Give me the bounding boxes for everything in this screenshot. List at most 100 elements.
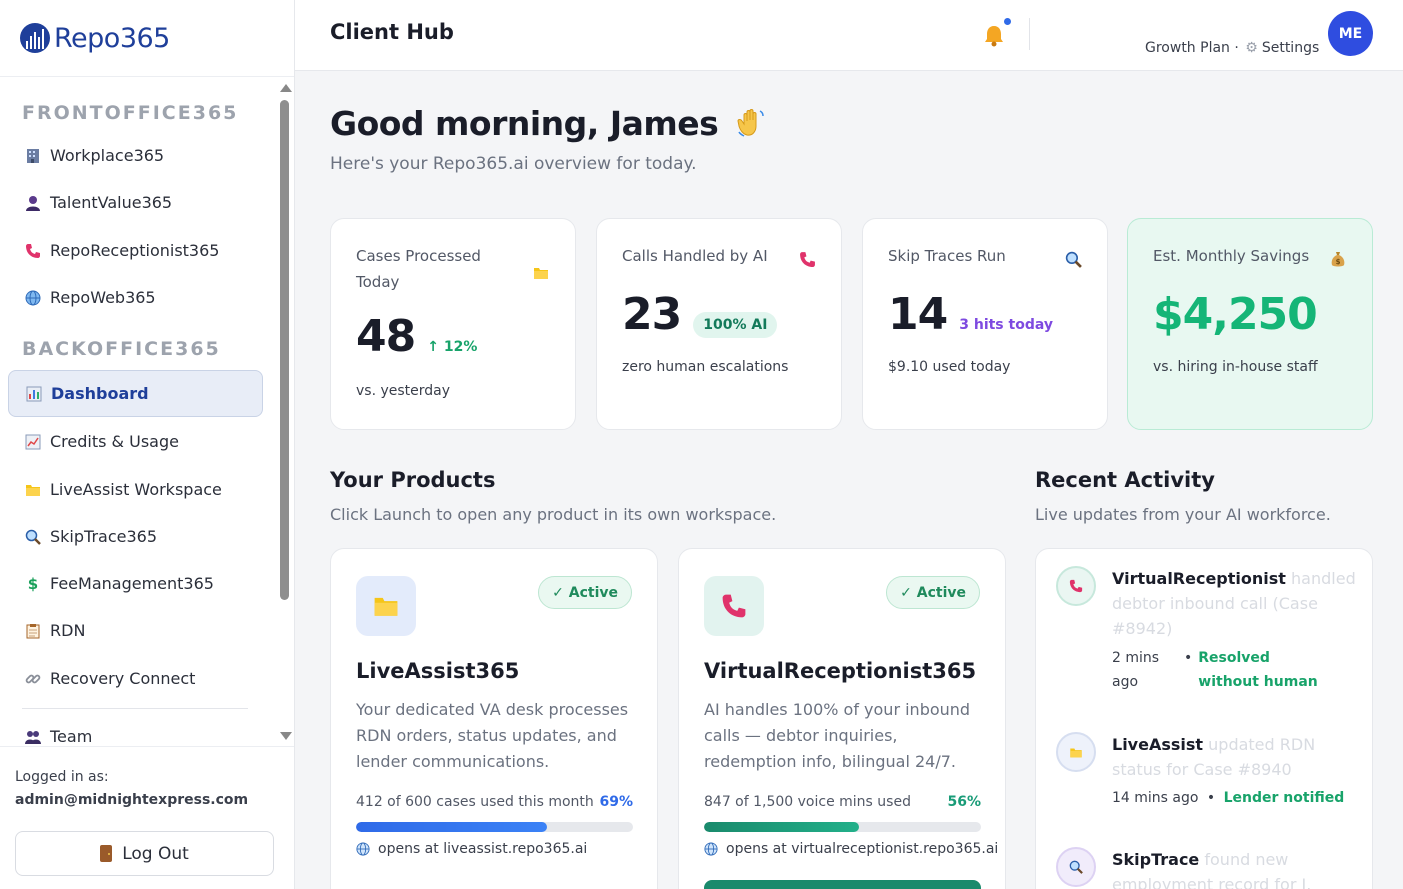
- stat-label: Skip Traces Run: [888, 247, 1006, 265]
- sidebar-item-label: RepoReceptionist365: [50, 241, 220, 260]
- sidebar-item-label: Recovery Connect: [50, 669, 196, 688]
- sidebar-scrollbar[interactable]: [278, 78, 292, 746]
- product-description: Your dedicated VA desk processes RDN ord…: [356, 700, 629, 771]
- stat-value: 14: [888, 289, 948, 340]
- greeting-subtitle: Here's your Repo365.ai overview for toda…: [330, 154, 697, 174]
- activity-text: VirtualReceptionist handled debtor inbou…: [1112, 566, 1357, 641]
- sidebar-item-recovery-connect[interactable]: Recovery Connect: [8, 655, 263, 702]
- sidebar-item-reporeceptionist365[interactable]: RepoReceptionist365: [8, 227, 263, 274]
- products-title: Your Products: [330, 468, 496, 492]
- sidebar-item-label: Dashboard: [51, 384, 149, 403]
- line-chart-icon: [24, 433, 42, 451]
- ai-badge: 100% AI: [693, 312, 778, 338]
- folder-icon: [531, 263, 551, 283]
- sidebar-item-skiptrace365[interactable]: SkipTrace365: [8, 513, 263, 560]
- bullet: •: [1206, 790, 1216, 806]
- dollar-icon: $: [27, 574, 39, 593]
- stat-card-savings: Est. Monthly Savings $ $4,250 vs. hiring…: [1127, 218, 1373, 430]
- activity-status: Lender notified: [1223, 790, 1345, 806]
- phone-icon: [24, 242, 42, 260]
- trend-value: 12%: [443, 339, 478, 355]
- trend-up: ↑ 12%: [427, 339, 477, 355]
- sidebar: Repo365 FRONTOFFICE365 Workplace365 Tale…: [0, 0, 295, 889]
- team-icon: [24, 728, 42, 746]
- brand-name: Repo365: [54, 22, 170, 54]
- sidebar-item-label: TalentValue365: [50, 193, 173, 212]
- top-bar: Client Hub Growth Plan · ⚙ Settings ME: [295, 0, 1403, 71]
- brand-logo[interactable]: Repo365: [0, 0, 294, 77]
- phone-icon: [704, 576, 764, 636]
- scroll-down-arrow-icon[interactable]: [280, 732, 292, 740]
- stat-value: 23: [622, 289, 682, 340]
- product-url[interactable]: opens at liveassist.repo365.ai: [356, 841, 587, 857]
- activity-title: Recent Activity: [1035, 468, 1215, 492]
- activity-status-row: • Resolved without human: [1184, 646, 1334, 694]
- link-icon: [24, 670, 42, 688]
- product-card-virtualreceptionist: ✓ Active VirtualReceptionist365 AI handl…: [678, 548, 1006, 889]
- sidebar-item-workplace365[interactable]: Workplace365: [8, 132, 263, 179]
- globe-icon: [704, 842, 718, 856]
- globe-icon: [356, 842, 370, 856]
- activity-actor: VirtualReceptionist: [1112, 569, 1286, 588]
- sidebar-item-credits-usage[interactable]: Credits & Usage: [8, 418, 263, 465]
- sidebar-item-team[interactable]: Team: [8, 713, 263, 746]
- usage-progress-fill: [356, 822, 548, 832]
- sidebar-item-dashboard[interactable]: Dashboard: [8, 370, 263, 417]
- activity-subtitle: Live updates from your AI workforce.: [1035, 505, 1331, 524]
- status-badge: ✓ Active: [886, 576, 980, 609]
- stat-sub: $9.10 used today: [888, 359, 1011, 375]
- user-email: admin@midnightexpress.com: [15, 792, 249, 808]
- stat-sub: vs. hiring in-house staff: [1153, 359, 1318, 375]
- gear-icon[interactable]: ⚙: [1245, 40, 1258, 56]
- bar-chart-icon: [25, 385, 43, 403]
- clipboard-icon: [24, 622, 42, 640]
- activity-text: SkipTrace found new employment record fo…: [1112, 847, 1357, 889]
- usage-progress-bar: [356, 822, 633, 832]
- plan-settings: Growth Plan · ⚙ Settings: [1145, 40, 1319, 56]
- activity-text: LiveAssist updated RDN status for Case #…: [1112, 732, 1357, 782]
- usage-percent: 56%: [947, 794, 981, 810]
- bullet: •: [1184, 650, 1193, 666]
- product-url[interactable]: opens at virtualreceptionist.repo365.ai: [704, 841, 998, 857]
- stat-value: 48: [356, 311, 416, 362]
- product-card-liveassist: ✓ Active LiveAssist365 Your dedicated VA…: [330, 548, 658, 889]
- usage-row: 847 of 1,500 voice mins used 56%: [704, 794, 981, 810]
- logged-in-label: Logged in as:: [15, 769, 109, 785]
- products-subtitle: Click Launch to open any product in its …: [330, 505, 777, 524]
- url-text: opens at liveassist.repo365.ai: [378, 841, 588, 857]
- sidebar-item-label: RDN: [50, 621, 86, 640]
- sidebar-item-rdn[interactable]: RDN: [8, 607, 263, 654]
- usage-text: 847 of 1,500 voice mins used: [704, 794, 911, 810]
- launch-button[interactable]: [704, 880, 981, 889]
- sidebar-footer: Logged in as: admin@midnightexpress.com …: [0, 746, 294, 889]
- sidebar-nav: FRONTOFFICE365 Workplace365 TalentValue3…: [0, 78, 278, 746]
- stat-card-skip-traces: Skip Traces Run 14 3 hits today $9.10 us…: [862, 218, 1108, 430]
- money-bag-icon: $: [1328, 249, 1348, 269]
- greeting-text: Good morning, James: [330, 104, 719, 143]
- sidebar-item-talentvalue365[interactable]: TalentValue365: [8, 179, 263, 226]
- sidebar-item-feemanagement365[interactable]: $ FeeManagement365: [8, 560, 263, 607]
- hits-today: 3 hits today: [959, 317, 1053, 333]
- sidebar-item-liveassist-workspace[interactable]: LiveAssist Workspace: [8, 466, 263, 513]
- sidebar-item-label: Workplace365: [50, 146, 165, 165]
- scroll-thumb[interactable]: [280, 100, 289, 600]
- activity-actor: LiveAssist: [1112, 735, 1204, 754]
- activity-description: updated RDN status for Case #8940: [1112, 735, 1316, 779]
- magnifier-icon: [1063, 249, 1083, 269]
- arrow-up-icon: ↑: [427, 339, 439, 355]
- sidebar-item-repoweb365[interactable]: RepoWeb365: [8, 274, 263, 321]
- stat-sub: vs. yesterday: [356, 383, 451, 399]
- logout-button[interactable]: Log Out: [15, 831, 274, 876]
- settings-link[interactable]: Settings: [1261, 40, 1320, 56]
- sidebar-divider: [22, 708, 248, 709]
- avatar[interactable]: ME: [1328, 11, 1373, 56]
- sidebar-item-label: FeeManagement365: [50, 574, 214, 593]
- usage-progress-fill: [704, 822, 860, 832]
- greeting-heading: Good morning, James: [330, 104, 769, 143]
- bell-icon[interactable]: [983, 24, 1005, 48]
- door-icon: [100, 845, 113, 862]
- folder-icon: [356, 576, 416, 636]
- scroll-up-arrow-icon[interactable]: [280, 84, 292, 92]
- topbar-divider: [1029, 18, 1030, 50]
- stat-sub: zero human escalations: [622, 359, 789, 375]
